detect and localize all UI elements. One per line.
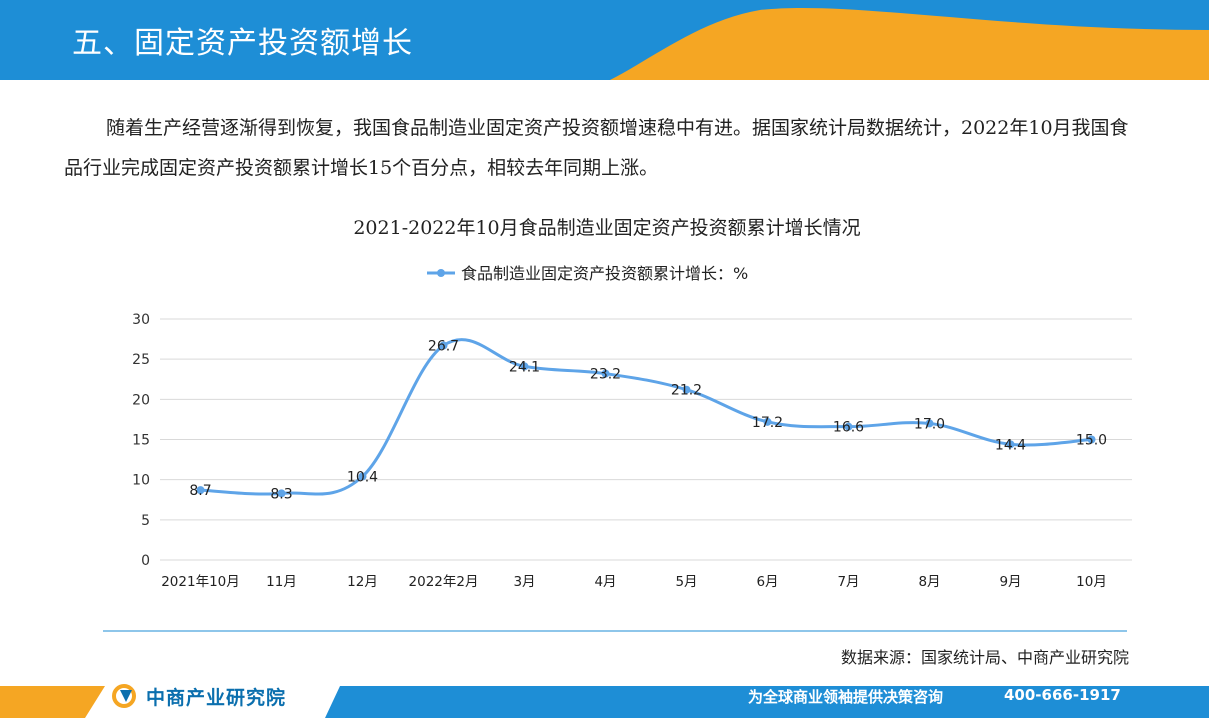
data-label: 14.4 xyxy=(995,437,1026,453)
x-tick-label: 12月 xyxy=(347,574,378,590)
data-point xyxy=(439,341,448,350)
y-tick-label: 5 xyxy=(141,513,150,529)
data-point xyxy=(763,417,772,426)
data-point xyxy=(520,362,529,371)
x-tick-label: 3月 xyxy=(513,574,535,590)
data-point xyxy=(358,472,367,481)
data-point xyxy=(1087,435,1096,444)
x-tick-label: 7月 xyxy=(837,574,859,590)
legend-label: 食品制造业固定资产投资额累计增长：% xyxy=(461,264,748,283)
intro-paragraph-text: 随着生产经营逐渐得到恢复，我国食品制造业固定资产投资额增速稳中有进。据国家统计局… xyxy=(64,117,1129,179)
header-banner: 五、固定资产投资额增长 xyxy=(0,0,1209,80)
series-line xyxy=(200,338,1092,496)
data-label: 8.7 xyxy=(189,483,211,499)
footer-slogan: 为全球商业领袖提供决策咨询 xyxy=(748,688,944,706)
x-tick-label: 4月 xyxy=(594,574,616,590)
data-source: 数据来源：国家统计局、中商产业研究院 xyxy=(840,648,1129,667)
company-logo: 中商产业研究院 xyxy=(112,684,287,709)
header-background xyxy=(0,0,1209,80)
x-tick-label: 6月 xyxy=(756,574,778,590)
x-tick-label: 2021年10月 xyxy=(161,574,240,590)
data-label: 8.3 xyxy=(270,486,292,502)
data-point xyxy=(196,486,205,495)
y-tick-label: 15 xyxy=(132,433,150,449)
data-label: 15.0 xyxy=(1076,433,1107,449)
footer-phone: 400-666-1917 xyxy=(1004,686,1121,704)
data-point xyxy=(277,489,286,498)
x-tick-label: 9月 xyxy=(999,574,1021,590)
x-tick-label: 8月 xyxy=(918,574,940,590)
data-label: 26.7 xyxy=(428,339,459,355)
y-tick-label: 25 xyxy=(132,352,150,368)
intro-paragraph: 随着生产经营逐渐得到恢复，我国食品制造业固定资产投资额增速稳中有进。据国家统计局… xyxy=(64,108,1144,188)
data-label: 10.4 xyxy=(347,469,378,485)
data-label: 16.6 xyxy=(833,420,864,436)
y-tick-label: 30 xyxy=(132,312,150,328)
footer-background xyxy=(0,686,1209,718)
y-tick-label: 0 xyxy=(141,553,150,569)
logo-text: 中商产业研究院 xyxy=(146,686,287,709)
chart-title: 2021-2022年10月食品制造业固定资产投资额累计增长情况 xyxy=(353,217,860,239)
x-tick-label: 10月 xyxy=(1076,574,1107,590)
x-tick-label: 2022年2月 xyxy=(409,574,479,590)
data-label: 17.0 xyxy=(914,416,945,432)
data-point xyxy=(844,422,853,431)
data-point xyxy=(601,369,610,378)
x-tick-label: 11月 xyxy=(266,574,297,590)
data-point xyxy=(925,419,934,428)
x-tick-label: 5月 xyxy=(675,574,697,590)
y-tick-label: 10 xyxy=(132,473,150,489)
data-point xyxy=(1006,440,1015,449)
data-point xyxy=(682,385,691,394)
footer-bar xyxy=(0,682,1209,718)
data-label: 17.2 xyxy=(752,415,783,431)
data-label: 21.2 xyxy=(671,383,702,399)
legend-marker xyxy=(437,269,445,277)
logo-icon xyxy=(112,684,136,708)
page-title: 五、固定资产投资额增长 xyxy=(72,26,413,61)
data-label: 23.2 xyxy=(590,367,621,383)
data-label: 24.1 xyxy=(509,359,540,375)
y-tick-label: 20 xyxy=(132,392,150,408)
